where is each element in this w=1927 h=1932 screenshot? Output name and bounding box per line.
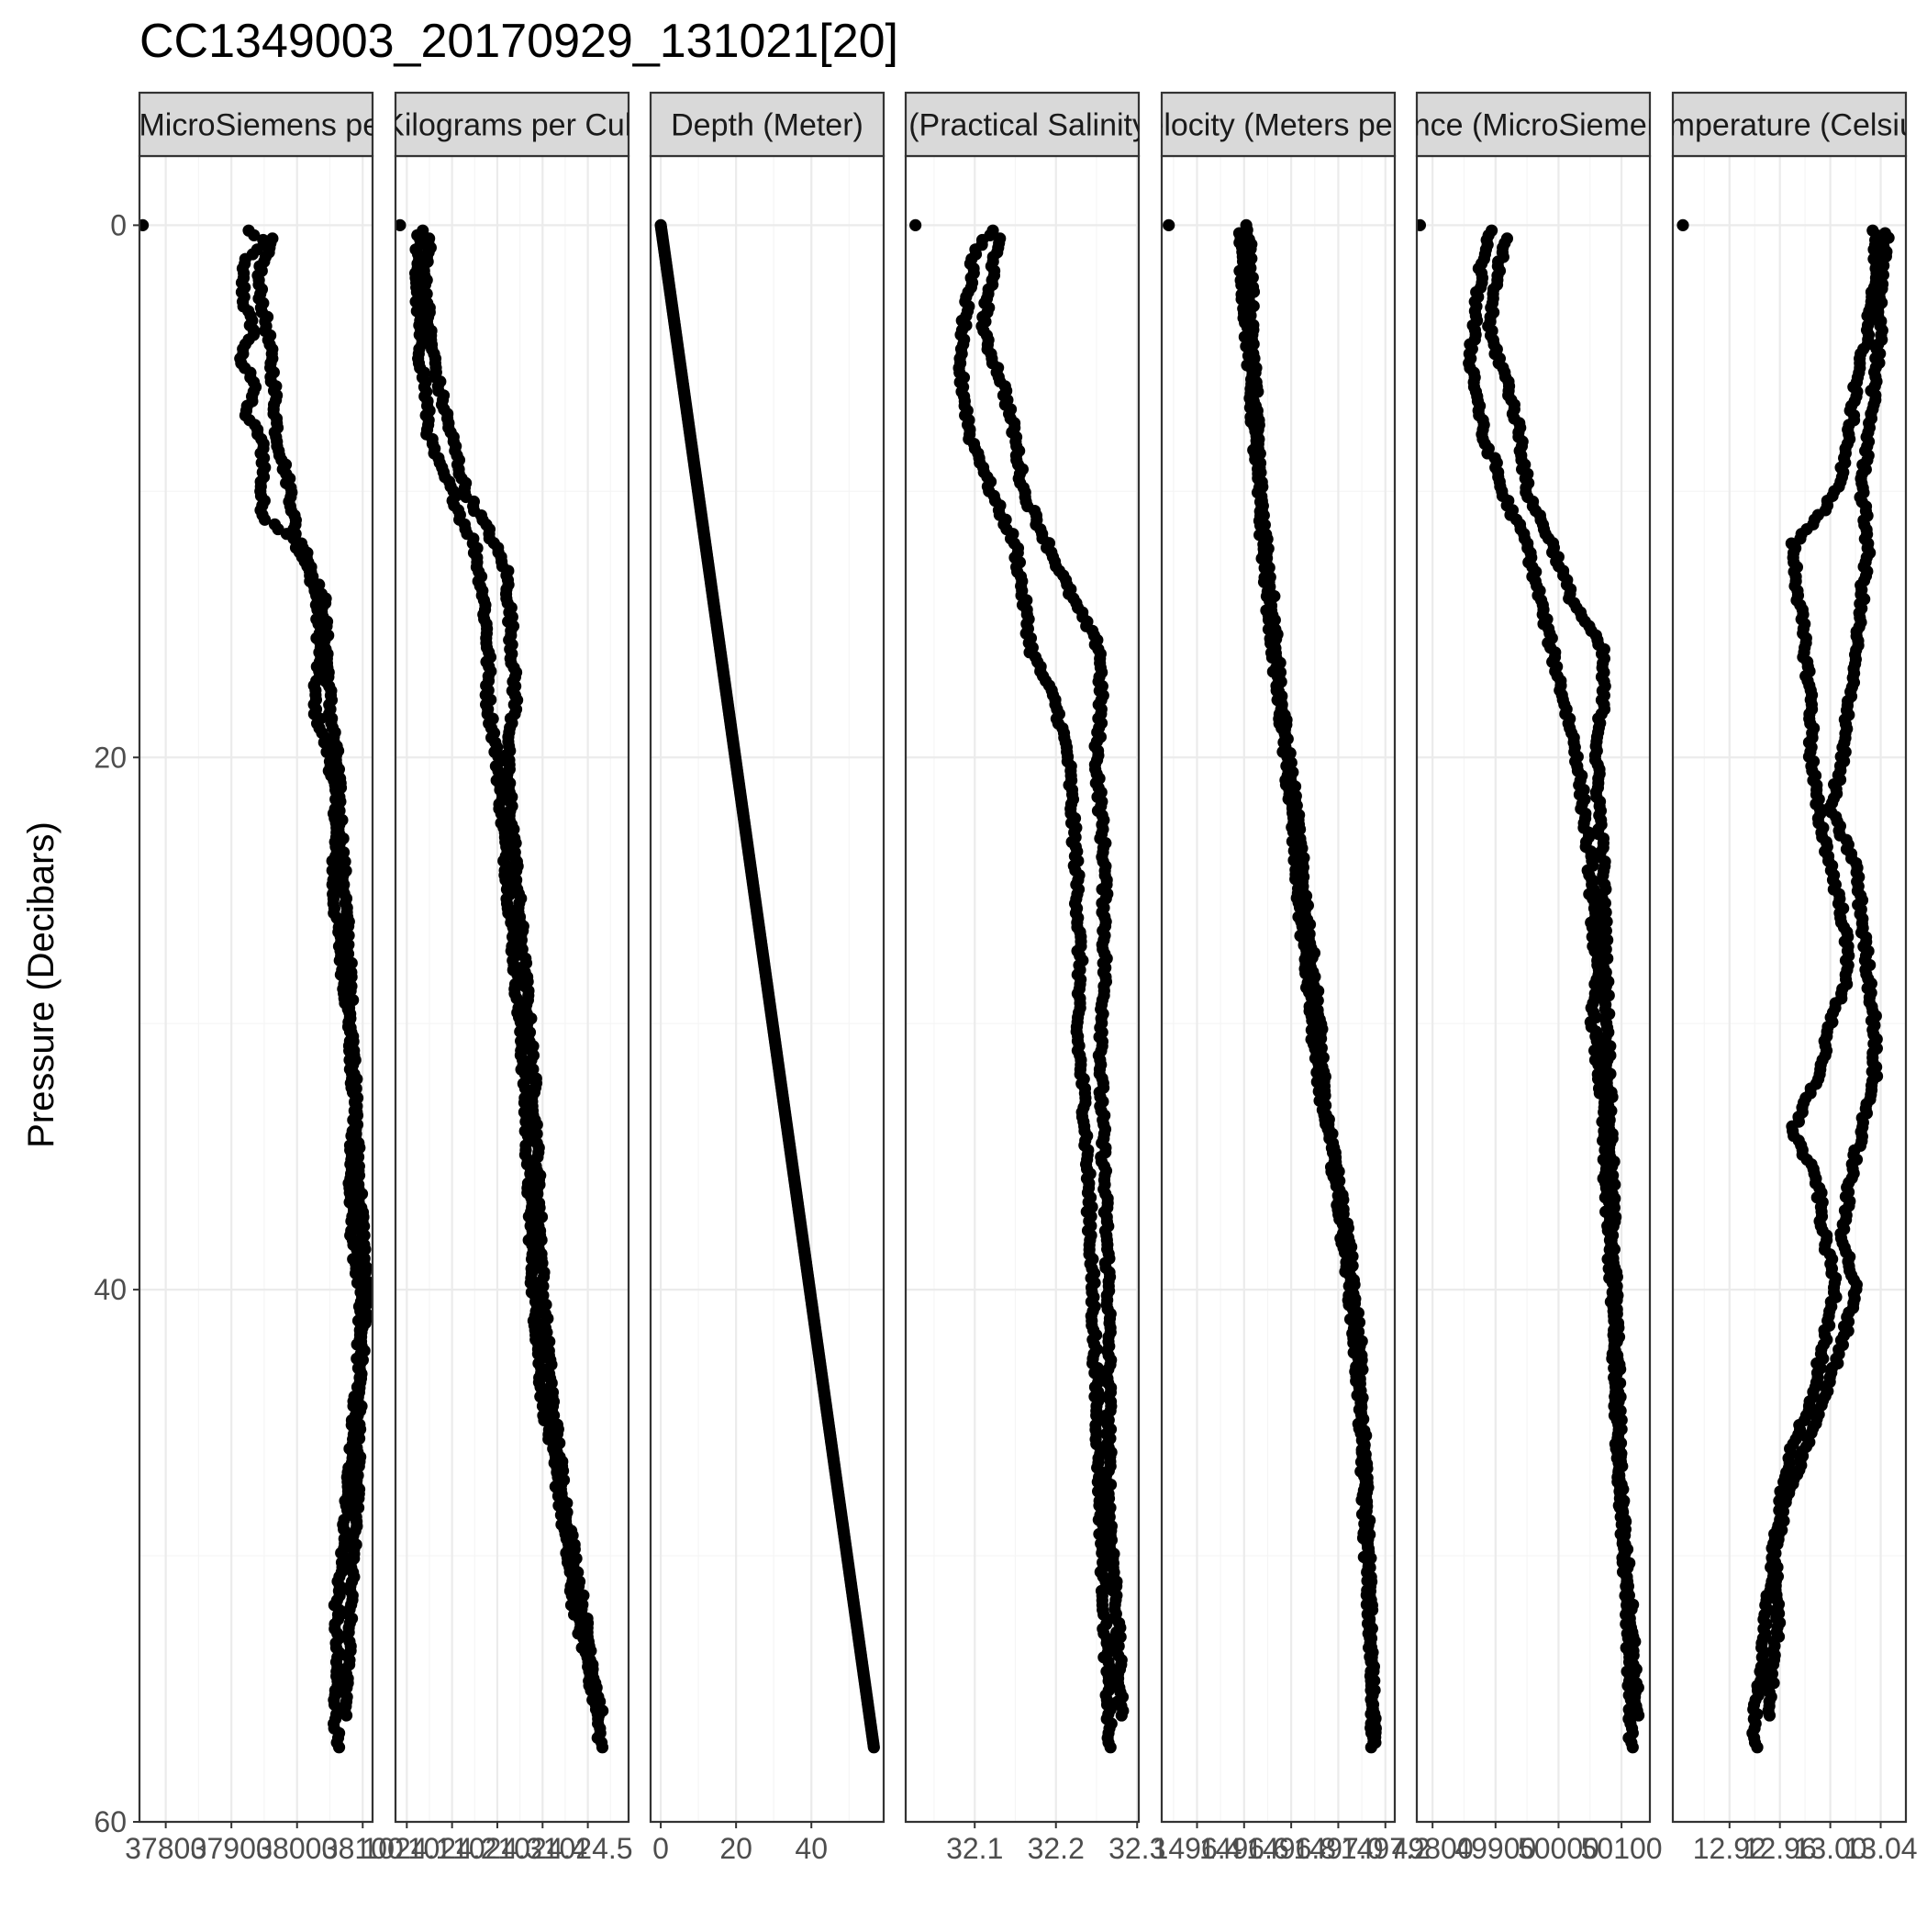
panel-4: Salinity (Practical Salinity Scale) 32.1 3…: [799, 91, 1245, 1865]
strip-background: [1671, 91, 1908, 158]
x-tick-label: 38000: [256, 1832, 338, 1865]
x-tick-label: 1497.2: [1341, 1832, 1431, 1865]
x-tick-label: 1024.2: [407, 1832, 497, 1865]
data-point: [258, 513, 272, 526]
panel-background: [1417, 156, 1650, 1822]
data-point: [593, 1709, 606, 1722]
outlier-point: [1417, 218, 1427, 231]
panel-1: Conductivity (MicroSiemens per Centimete…: [0, 91, 562, 1865]
strip-background: [1160, 91, 1397, 158]
strip-background: [138, 91, 374, 158]
outlier-point: [1676, 218, 1689, 231]
y-tick-label: 60: [94, 1805, 127, 1838]
data-points: [1163, 218, 1382, 1754]
outlier-point: [139, 218, 150, 231]
data-point: [1626, 1741, 1639, 1754]
strip-background: [649, 91, 886, 158]
data-point: [596, 1741, 609, 1754]
strip-label: Density (Kilograms per Cubic Meter): [261, 108, 763, 143]
x-tick-label: 12.96: [1743, 1832, 1817, 1865]
x-tick-label: 40: [795, 1832, 828, 1865]
strip-background: [904, 91, 1141, 158]
x-tick-label: 49900: [1454, 1832, 1536, 1865]
x-tick-label: 0: [652, 1832, 669, 1865]
x-tick-label: 49800: [1392, 1832, 1474, 1865]
x-tick-label: 13.00: [1794, 1832, 1867, 1865]
x-tick-label: 1024.1: [362, 1832, 451, 1865]
y-tick-label: 40: [94, 1273, 127, 1306]
data-point: [1763, 1709, 1777, 1722]
x-tick-label: 20: [719, 1832, 752, 1865]
x-tick-label: 1497.0: [1293, 1832, 1383, 1865]
strip-label: Salinity (Practical Salinity Scale): [799, 108, 1245, 143]
data-point: [867, 1741, 880, 1754]
panel-6: Specific Conductance (MicroSiemens per C…: [1162, 91, 1906, 1865]
y-tick-label: 20: [94, 741, 127, 774]
x-tick-label: 1496.8: [1246, 1832, 1336, 1865]
data-points: [1417, 218, 1645, 1754]
x-tick-label: 1024.3: [452, 1832, 542, 1865]
strip-background: [1415, 91, 1652, 158]
data-point: [248, 229, 261, 241]
x-tick-label: 1496.4: [1153, 1832, 1242, 1865]
x-tick-label: 32.1: [946, 1832, 1003, 1865]
data-point: [340, 1709, 353, 1722]
x-tick-label: 37900: [191, 1832, 273, 1865]
y-tick-label: 0: [110, 208, 127, 241]
data-points: [139, 218, 373, 1754]
panel-3: Depth (Meter) 0 20 40: [649, 91, 886, 1865]
outlier-point: [395, 218, 407, 231]
panel-7: Temperature (Celsius) 12.9212.9613.0013.0…: [1636, 91, 1927, 1865]
x-tick-label: 1024.4: [497, 1832, 587, 1865]
strip-label: Specific Conductance (MicroSiemens per C…: [1162, 108, 1906, 143]
y-axis-title: Pressure (Decibars): [21, 821, 61, 1148]
strip-background: [394, 91, 630, 158]
outlier-point: [1163, 218, 1175, 231]
data-point: [1115, 1709, 1128, 1722]
panel-5: Sound Velocity (Meters per Second) 1496.4…: [1029, 91, 1528, 1865]
x-tick-label: 37800: [125, 1832, 206, 1865]
chart-title: CC1349003_20170929_131021[20]: [139, 15, 898, 68]
data-point: [1794, 532, 1807, 545]
data-point: [1632, 1709, 1645, 1722]
data-point: [1367, 1736, 1380, 1748]
data-point: [332, 1741, 346, 1754]
panels-layer: 0 20 40 60 Conductivity (MicroSiemens per Ce…: [0, 91, 1927, 1865]
strip-label: Conductivity (MicroSiemens per Centimete…: [0, 108, 562, 143]
x-tick-label: 32.2: [1028, 1832, 1085, 1865]
x-tick-label: 13.04: [1844, 1832, 1918, 1865]
outlier-point: [909, 218, 922, 231]
x-tick-label: 38100: [322, 1832, 404, 1865]
data-points: [1676, 218, 1895, 1754]
x-tick-label: 1496.6: [1199, 1832, 1289, 1865]
data-points: [654, 218, 880, 1754]
strip-label: Temperature (Celsius): [1636, 108, 1927, 143]
panel-background: [1162, 156, 1395, 1822]
x-tick-label: 12.92: [1693, 1832, 1766, 1865]
data-point: [1751, 1741, 1764, 1754]
strip-label: Depth (Meter): [671, 108, 863, 143]
x-tick-label: 32.3: [1108, 1832, 1165, 1865]
x-tick-label: 1024.5: [543, 1832, 633, 1865]
data-points: [909, 218, 1130, 1754]
x-tick-label: 50100: [1581, 1832, 1663, 1865]
data-points: [395, 218, 609, 1754]
x-tick-label: 50000: [1518, 1832, 1599, 1865]
data-point: [1104, 1741, 1117, 1754]
panel-2: Density (Kilograms per Cubic Meter) 1024.…: [261, 91, 763, 1865]
strip-label: Sound Velocity (Meters per Second): [1029, 108, 1528, 143]
